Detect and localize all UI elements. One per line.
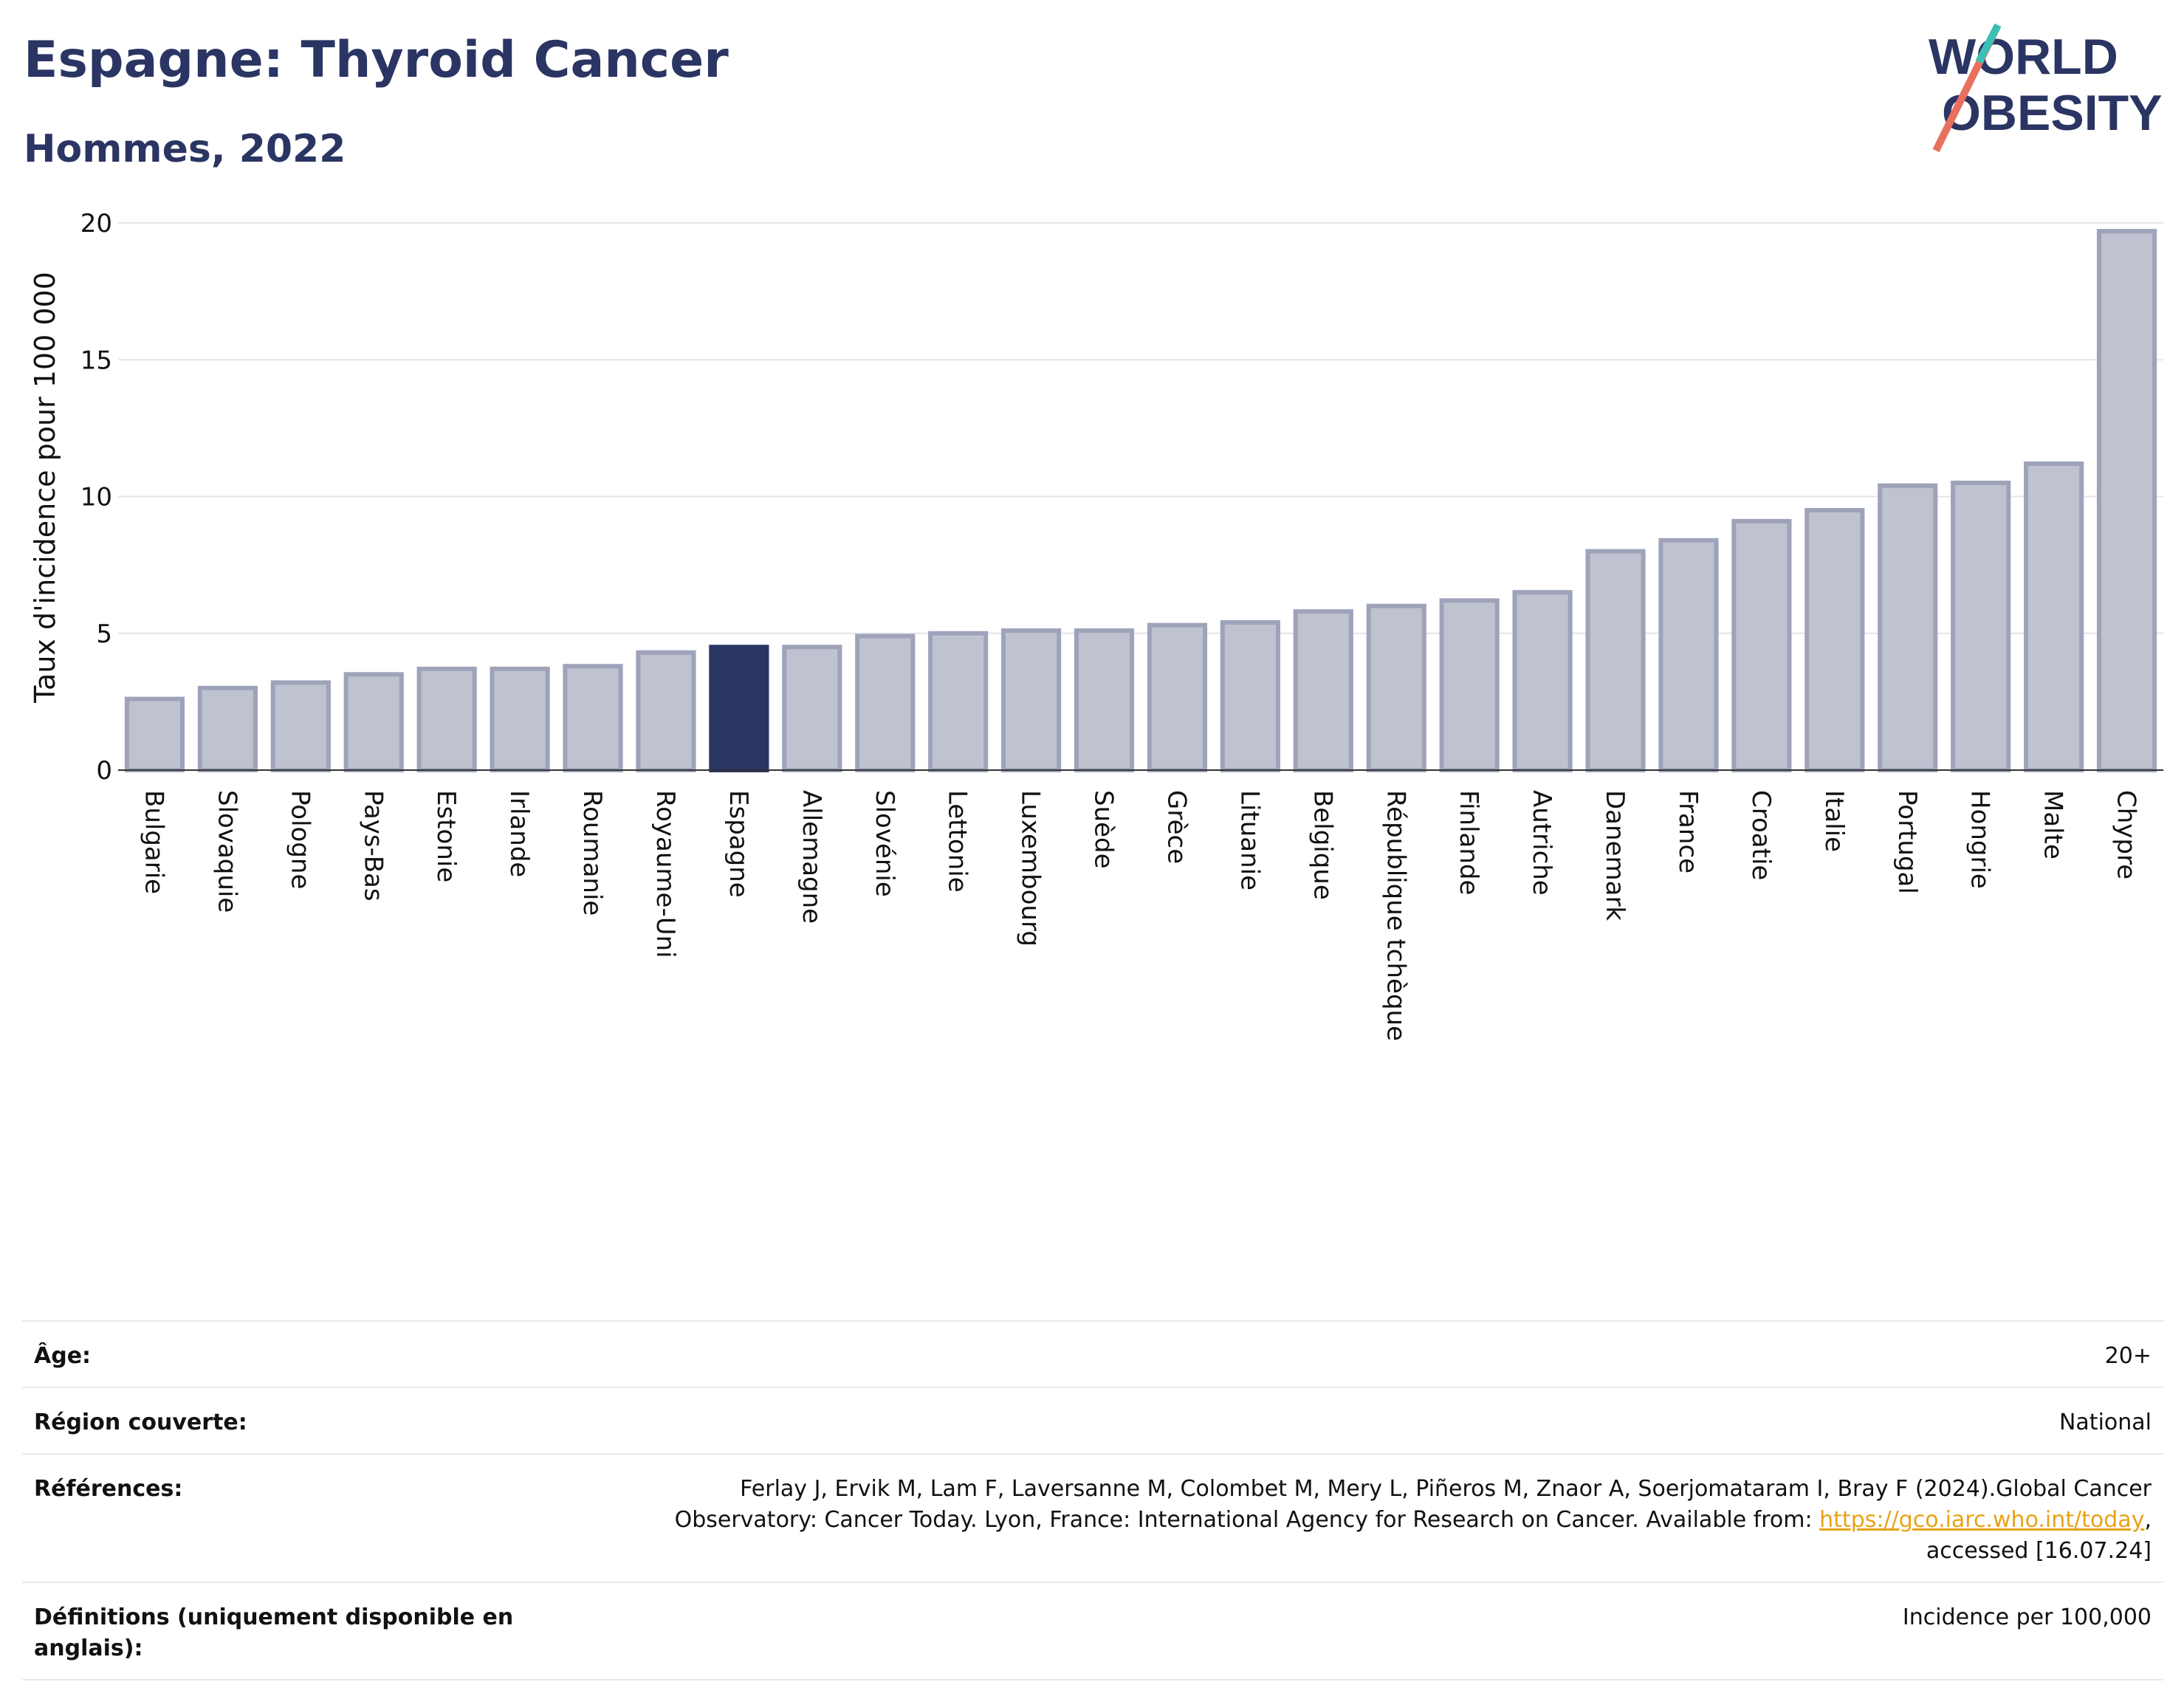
meta-row-definitions: Définitions (uniquement disponible en an…	[22, 1582, 2163, 1680]
chart-title: Espagne: Thyroid Cancer	[24, 31, 729, 89]
bar-bulgarie	[124, 696, 185, 772]
x-tick-label: Autriche	[1527, 790, 1556, 896]
bar-malte	[2024, 461, 2084, 772]
x-tick-label: Royaume-Uni	[650, 790, 680, 958]
age-label: Âge:	[34, 1343, 92, 1369]
x-tick-label: Suède	[1089, 790, 1119, 869]
y-axis-title: Taux d'incidence pour 100 000	[29, 272, 61, 704]
x-tick-label: Roumanie	[577, 790, 607, 916]
world-obesity-logo: WORLD OBESITY	[1929, 23, 2163, 153]
x-tick-label: Grèce	[1161, 790, 1191, 864]
x-tick-label: République tchèque	[1381, 790, 1410, 1041]
bar-suède	[1074, 628, 1135, 772]
bar-irlande	[490, 666, 550, 772]
bar-croatie	[1731, 518, 1792, 772]
bar-pologne	[270, 680, 331, 772]
x-tick-label: Pays-Bas	[358, 790, 388, 902]
chart-subtitle: Hommes, 2022	[24, 127, 346, 171]
x-tick-label: Finlande	[1454, 790, 1483, 895]
references-link[interactable]: https://gco.iarc.who.int/today	[1819, 1507, 2145, 1533]
x-tick-label: Lettonie	[943, 790, 972, 893]
bar-allemagne	[782, 645, 842, 773]
x-tick-label: Bulgarie	[139, 790, 168, 894]
bar-italie	[1804, 508, 1865, 773]
bar-france	[1658, 538, 1719, 773]
x-tick-label: Malte	[2039, 790, 2068, 859]
bar-pays-bas	[343, 672, 404, 773]
x-tick-labels: Bulgarie Slovaquie Pologne Pays-Bas Estonie I…	[139, 790, 2140, 1041]
bar-autriche	[1512, 590, 1573, 772]
x-tick-label: Slovaquie	[212, 790, 241, 913]
bar-royaume-uni	[636, 650, 696, 772]
bars	[124, 229, 2157, 773]
y-tick-label: 15	[80, 346, 112, 375]
meta-row-references: Références: Ferlay J, Ervik M, Lam F, La…	[22, 1453, 2163, 1582]
bar-chart: 0 5 10 15 20 Bulgarie Slovaquie Pologne Pays-Ba…	[29, 209, 2163, 1041]
bar-chypre	[2096, 229, 2157, 772]
bar-slovaquie	[197, 685, 258, 772]
bar-république-tchèque	[1366, 603, 1426, 773]
y-tick-label: 5	[96, 619, 112, 649]
bar-finlande	[1439, 598, 1500, 772]
bar-belgique	[1293, 609, 1353, 772]
references-value: Ferlay J, Ervik M, Lam F, Laversanne M, …	[601, 1474, 2152, 1567]
bar-espagne	[709, 645, 769, 773]
definitions-label: Définitions (uniquement disponible en an…	[34, 1604, 514, 1661]
x-tick-label: France	[1673, 790, 1703, 873]
bar-slovénie	[855, 634, 916, 773]
x-tick-label: Portugal	[1892, 790, 1922, 894]
y-tick-label: 10	[80, 483, 112, 512]
x-tick-label: Italie	[1819, 790, 1849, 852]
x-tick-label: Luxembourg	[1016, 790, 1045, 947]
bar-danemark	[1585, 549, 1646, 772]
region-value: National	[2058, 1410, 2152, 1435]
x-tick-label: Slovénie	[870, 790, 899, 897]
y-tick-label: 20	[80, 209, 112, 238]
x-tick-label: Lituanie	[1234, 790, 1264, 890]
x-tick-label: Chypre	[2112, 790, 2141, 879]
logo-slash-teal	[1975, 23, 2002, 64]
metadata-table: Âge: 20+ Région couverte: National Référ…	[22, 1320, 2163, 1680]
x-tick-label: Estonie	[431, 790, 461, 882]
x-tick-label: Pologne	[285, 790, 315, 889]
x-tick-label: Espagne	[724, 790, 753, 898]
definitions-value: Incidence per 100,000	[1902, 1604, 2152, 1630]
bar-hongrie	[1951, 480, 2011, 772]
age-value: 20+	[2104, 1343, 2152, 1369]
x-tick-label: Hongrie	[1965, 790, 1995, 889]
x-tick-label: Belgique	[1308, 790, 1337, 900]
references-tail: , accessed [16.07.24]	[1926, 1507, 2152, 1564]
references-text: Ferlay J, Ervik M, Lam F, Laversanne M, …	[674, 1476, 2152, 1533]
bar-lettonie	[928, 631, 989, 772]
bar-roumanie	[563, 664, 623, 773]
x-tick-label: Irlande	[504, 790, 534, 877]
region-label: Région couverte:	[34, 1410, 247, 1435]
bar-portugal	[1878, 483, 1938, 772]
bar-grèce	[1147, 622, 1208, 773]
bar-lituanie	[1220, 619, 1280, 772]
bar-estonie	[416, 666, 477, 772]
x-tick-label: Allemagne	[797, 790, 826, 924]
logo-line1: WORLD	[1929, 29, 2118, 85]
references-label: Références:	[34, 1476, 183, 1502]
meta-row-age: Âge: 20+	[22, 1320, 2163, 1387]
meta-row-region: Région couverte: National	[22, 1387, 2163, 1453]
x-tick-label: Danemark	[1600, 790, 1630, 921]
y-tick-labels: 0 5 10 15 20	[80, 209, 112, 786]
y-tick-label: 0	[96, 756, 112, 786]
logo-line2: OBESITY	[1942, 85, 2163, 141]
bar-luxembourg	[1001, 628, 1062, 772]
x-tick-label: Croatie	[1746, 790, 1776, 880]
